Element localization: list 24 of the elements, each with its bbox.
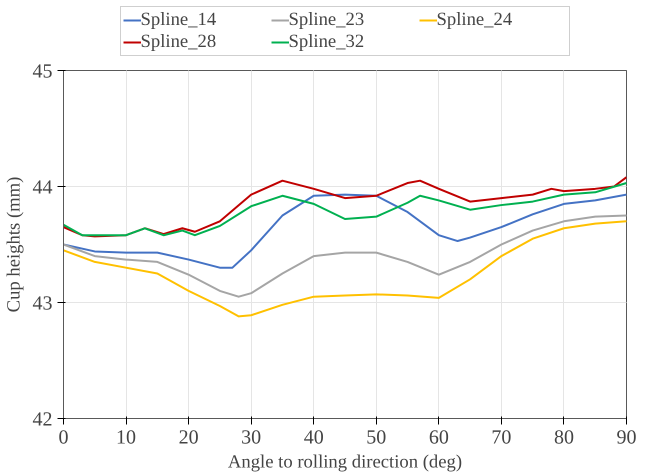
legend-label: Spline_23 (288, 9, 366, 31)
y-tick-label: 42 (32, 408, 52, 430)
x-axis-title: Angle to rolling direction (deg) (228, 452, 462, 472)
y-tick-label: 44 (32, 176, 52, 198)
x-tick-label: 10 (116, 426, 136, 448)
x-tick-label: 50 (366, 426, 386, 448)
line-series (64, 220, 626, 318)
x-tick-label: 40 (304, 426, 324, 448)
x-tick-label: 0 (58, 426, 68, 448)
line-series (64, 214, 626, 298)
legend-label: Spline_24 (436, 9, 514, 31)
y-tick-label: 45 (32, 60, 52, 82)
x-tick-label: 90 (616, 426, 636, 448)
y-tick-label: 43 (32, 292, 52, 314)
x-tick-label: 80 (554, 426, 574, 448)
x-tick-label: 20 (178, 426, 199, 448)
x-tick-label: 60 (428, 426, 449, 448)
legend-label: Spline_28 (140, 31, 218, 53)
line-series (64, 194, 626, 269)
x-tick-label: 30 (241, 426, 262, 448)
legend-label: Spline_14 (140, 9, 218, 31)
legend-label: Spline_32 (288, 31, 366, 53)
y-axis-title: Cup heights (mm) (4, 176, 24, 312)
x-tick-label: 70 (491, 426, 512, 448)
